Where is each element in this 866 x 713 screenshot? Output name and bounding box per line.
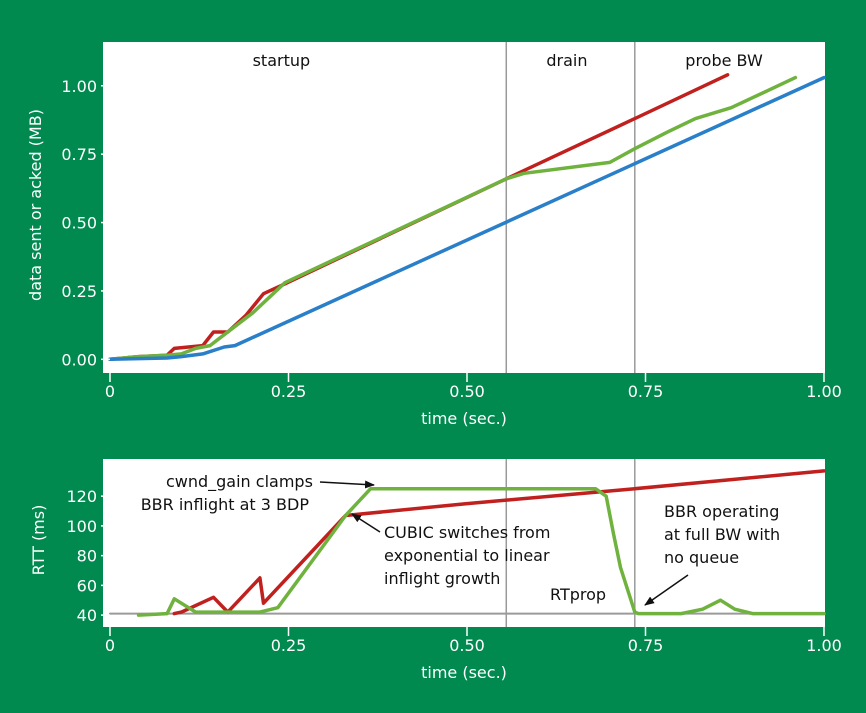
top-x-tick-label: 0.50 <box>449 382 485 401</box>
bottom-x-tick-label: 0.50 <box>449 636 485 655</box>
bottom-y-tick-label: 80 <box>77 547 97 566</box>
annotation-cubic-switch: CUBIC switches from exponential to linea… <box>351 513 556 588</box>
bottom-y-tick-label: 120 <box>66 487 97 506</box>
svg-text:BBR operating at full: BBR operating at full BW with no queue <box>664 502 785 567</box>
data-sent-chart: startup drain probe BW 0 0.25 0.50 0.75 1.00 0.… <box>26 42 842 428</box>
bottom-y-tick-label: 40 <box>77 606 97 625</box>
top-x-tick-label: 0.75 <box>628 382 664 401</box>
top-x-axis-label: time (sec.) <box>421 409 507 428</box>
bottom-series-bbr <box>136 486 826 617</box>
top-series-bbr <box>108 75 798 362</box>
top-y-tick-label: 0.00 <box>61 350 97 369</box>
rtt-chart: 0 0.25 0.50 0.75 1.00 40 60 80 100 120 time (sec.… <box>29 459 842 682</box>
bottom-y-axis-label: RTT (ms) <box>29 505 48 576</box>
top-y-tick-label: 0.75 <box>61 145 97 164</box>
bottom-series-cubic <box>172 469 826 616</box>
bottom-y-tick-label: 60 <box>77 576 97 595</box>
svg-text:CUBIC switches from ex: CUBIC switches from exponential to linea… <box>384 523 556 588</box>
annotation-cwnd-gain: cwnd_gain clamps BBR inflight at 3 BDP <box>141 472 375 514</box>
annotation-fullbw-line-2: at full BW with <box>664 525 780 544</box>
annotation-cwnd-arrow <box>319 480 375 489</box>
annotation-cubic-line-3: inflight growth <box>384 569 500 588</box>
annotation-cubic-line-1: CUBIC switches from <box>384 523 550 542</box>
annotation-full-bw: BBR operating at full BW with no queue <box>644 502 785 606</box>
bottom-x-axis-label: time (sec.) <box>421 663 507 682</box>
annotation-fullbw-arrow <box>644 574 689 606</box>
top-plot-area <box>103 42 825 373</box>
bottom-x-tick-label: 0.25 <box>271 636 307 655</box>
top-series-acked <box>108 75 826 362</box>
annotation-cubic-arrow <box>351 513 381 533</box>
phase-label-probe-bw: probe BW <box>685 51 763 70</box>
svg-text:cwnd_gain clamps BBR i: cwnd_gain clamps BBR inflight at 3 BDP <box>141 472 318 514</box>
phase-label-drain: drain <box>546 51 587 70</box>
annotation-cwnd-line-2: BBR inflight at 3 BDP <box>141 495 310 514</box>
annotation-rtprop: RTprop <box>550 585 606 604</box>
bottom-y-tick-label: 100 <box>66 517 97 536</box>
bottom-x-tick-label: 0 <box>105 636 115 655</box>
top-x-tick-label: 1.00 <box>806 382 842 401</box>
annotation-fullbw-line-1: BBR operating <box>664 502 779 521</box>
bottom-x-tick-label: 0.75 <box>628 636 664 655</box>
annotation-cwnd-line-1: cwnd_gain clamps <box>166 472 313 492</box>
top-y-tick-label: 1.00 <box>61 77 97 96</box>
annotation-fullbw-line-3: no queue <box>664 548 739 567</box>
top-y-axis-label: data sent or acked (MB) <box>26 109 45 301</box>
top-y-tick-label: 0.50 <box>61 214 97 233</box>
top-y-tick-label: 0.25 <box>61 282 97 301</box>
bottom-x-tick-label: 1.00 <box>806 636 842 655</box>
top-x-tick-label: 0.25 <box>271 382 307 401</box>
annotation-cubic-line-2: exponential to linear <box>384 546 550 565</box>
phase-label-startup: startup <box>253 51 311 70</box>
top-x-tick-label: 0 <box>105 382 115 401</box>
